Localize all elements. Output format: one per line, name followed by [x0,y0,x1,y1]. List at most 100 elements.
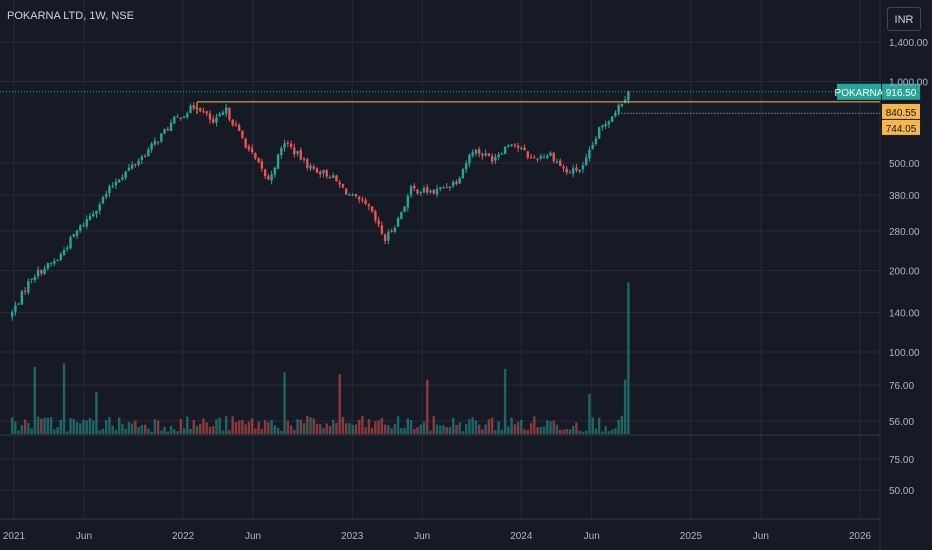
price-axis[interactable]: 1,400.00 1,000.00 500.00 380.00 280.00 200.00… [889,38,928,497]
candle-body [130,164,134,169]
candle-body [179,117,182,119]
candle-body [617,105,620,113]
volume-bar [546,420,549,434]
candle-body [513,144,517,146]
time-axis[interactable]: 2021 Jun 2022 Jun 2023 Jun 2024 Jun 2025 Jun 2026 [3,531,872,542]
candle-body [393,227,397,232]
volume-bar [88,418,92,434]
volume-bar [390,428,393,434]
volume-bar [516,422,520,434]
candle-body [69,237,72,249]
volume-bar [377,420,380,434]
candle-body [344,188,348,195]
volume-bar [526,430,530,434]
volume-bar [312,418,315,434]
candle-body [160,133,163,142]
level-price-tag [882,119,920,135]
volume-bar [85,420,88,434]
volume-bar [208,426,212,434]
candle-body [325,170,328,177]
candle-body [354,193,358,197]
candle-body [520,148,523,150]
volume-bar [344,423,348,434]
volume-bar [328,426,332,434]
candle-body [92,213,95,217]
volume-bar [455,424,458,434]
candle-body [117,179,121,183]
volume-bar [503,368,507,434]
candle-body [536,158,539,160]
volume-bar [134,420,137,434]
volume-bar [66,431,69,434]
candle-body [166,128,170,131]
candle-body [224,107,228,114]
candle-body [79,225,82,231]
candle-body [169,122,173,131]
candle-body [403,206,406,212]
candle-body [10,311,14,317]
candle-body [348,194,351,196]
candle-body [529,157,533,159]
volume-bar [273,425,277,434]
candle-body [387,231,390,241]
candle-body [75,230,79,236]
candle-body [23,290,27,292]
candle-body [575,167,578,171]
chart-title: POKARNA LTD, 1W, NSE [7,10,134,22]
volume-bar [426,379,429,434]
candle-body [413,185,416,189]
candle-body [30,278,33,280]
price-tick-label: 500.00 [889,159,920,170]
volume-bar [17,430,20,434]
candle-body [88,216,92,220]
candle-body [244,138,247,148]
candle-body [276,154,280,169]
volume-bar [400,428,403,434]
candle-body [163,129,166,134]
candle-body [380,225,384,234]
time-tick-label: 2021 [3,531,26,542]
volume-bar [594,428,598,434]
volume-bar [92,420,95,434]
volume-bar [406,418,410,434]
candle-body [85,218,88,227]
volume-bar [14,421,17,434]
volume-bar [500,429,504,434]
volume-bar [419,424,422,434]
candle-body [319,171,322,175]
candle-body [523,147,526,151]
volume-bar [348,423,351,434]
volume-bar [572,425,575,434]
volume-bar [452,417,455,434]
volume-bar [325,423,328,434]
level-price-tag [882,103,920,119]
time-tick-label: 2026 [849,531,872,542]
candle-body [267,176,270,180]
candle-body [43,268,46,274]
candle-body [182,116,186,118]
candle-body [448,186,452,188]
volume-bar [484,424,487,434]
volume-bar [565,429,568,434]
volume-bar [27,423,30,434]
candle-body [338,182,341,185]
candle-body [72,234,75,237]
volume-bar [117,417,121,434]
volume-bar [552,420,555,434]
candle-body [581,165,585,170]
volume-bar [186,416,189,434]
volume-bar [296,419,299,434]
price-tick-label: 1,400.00 [889,38,928,49]
volume-bar [205,422,208,434]
candle-body [526,151,530,158]
currency-button[interactable]: INR [887,7,921,31]
volume-bar [231,416,234,434]
candle-body [468,154,471,164]
volume-bar [189,429,192,434]
volume-bar [127,422,131,434]
candle-body [442,187,445,189]
volume-bar [354,424,358,434]
candle-body [422,188,426,193]
time-tick-label: Jun [753,531,769,542]
